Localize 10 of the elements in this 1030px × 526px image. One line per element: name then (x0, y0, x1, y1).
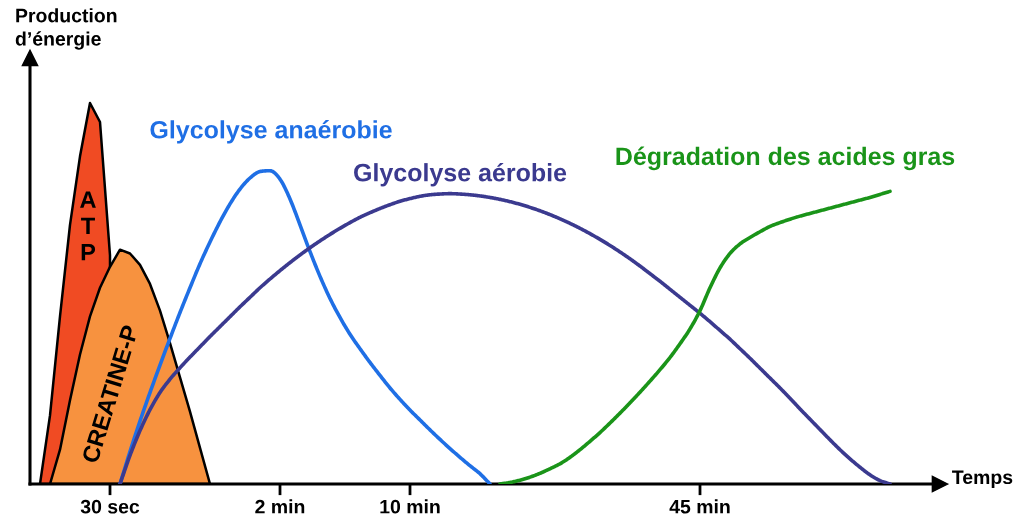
series-label: Glycolyse aérobie (354, 162, 567, 187)
series-label: ATP (80, 191, 96, 261)
x-axis-title: Temps (952, 470, 1013, 488)
x-tick-label: 45 min (669, 499, 730, 514)
x-tick-label: 2 min (255, 499, 305, 514)
x-tick-label: 30 sec (80, 499, 140, 514)
series-label: Glycolyse anaérobie (150, 120, 392, 144)
x-tick-label: 10 min (380, 499, 440, 514)
text: Dégradation des acides gras (616, 146, 955, 171)
y-axis-title: Production d’énergie (15, 8, 117, 50)
